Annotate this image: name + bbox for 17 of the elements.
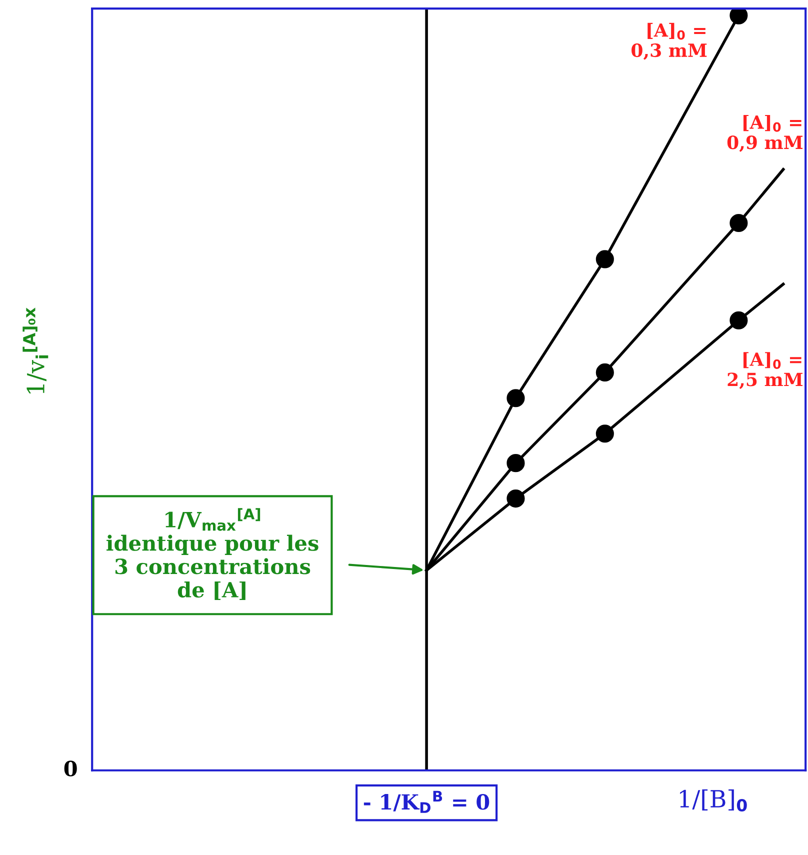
series-label: [A]$_{0}$ = 0,9 mM <box>727 115 802 152</box>
x-axis-title: 1/[B]$_{0}$ <box>680 789 747 812</box>
point <box>506 389 525 408</box>
text: 0 <box>64 760 77 776</box>
series-label: [A]$_{0}$ = 2,5 mM <box>728 352 802 389</box>
point <box>506 454 525 472</box>
point <box>506 490 525 508</box>
series-label: [A]$_{0}$ = 0,3 mM <box>632 22 707 60</box>
point <box>730 311 748 330</box>
annotation: 1/V$_{max}$$^{[A]}$ identique pour les 3 concentrations de [A] <box>106 508 318 600</box>
point <box>730 8 748 24</box>
point <box>596 424 614 443</box>
text: - 1/K$_{D}$$^{B}$ = 0 <box>364 790 490 813</box>
y-axis-title: 1/v$_{i}$$^{[A]₀x}$ <box>22 308 48 394</box>
point <box>596 250 614 268</box>
point <box>596 363 614 382</box>
point <box>730 214 748 232</box>
